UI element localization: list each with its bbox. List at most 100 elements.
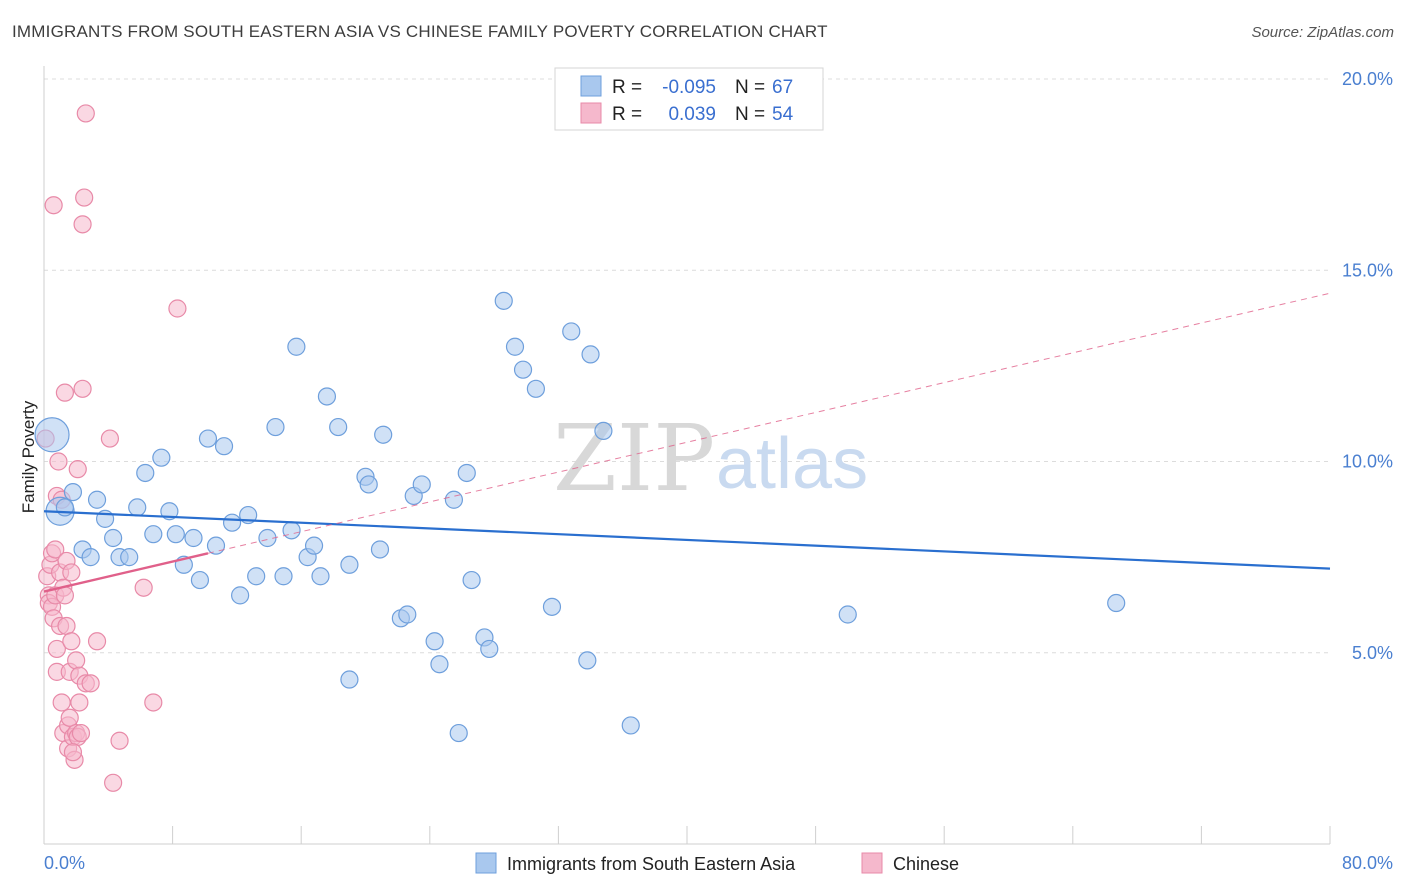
sea-point-46 xyxy=(412,475,431,494)
sea-point-35 xyxy=(317,387,337,406)
chinese-point-41 xyxy=(73,379,92,398)
sea-point-58 xyxy=(526,379,545,398)
bottom-legend-label-sea: Immigrants from South Eastern Asia xyxy=(507,854,796,874)
sea-point-31 xyxy=(287,337,306,356)
chinese-point-50 xyxy=(134,578,153,597)
x-tick-label-1: 80.0% xyxy=(1342,853,1393,873)
legend-r-value-chinese: 0.039 xyxy=(668,104,716,125)
legend-r-label-sea: R = xyxy=(612,77,642,98)
sea-point-55 xyxy=(494,291,513,310)
chinese-point-43 xyxy=(76,104,95,123)
sea-point-23 xyxy=(222,513,242,532)
sea-point-61 xyxy=(578,651,597,670)
series-legend: Immigrants from South Eastern Asia Chine… xyxy=(475,852,959,874)
watermark-atlas: atlas xyxy=(716,424,868,504)
sea-point-15 xyxy=(160,502,179,521)
sea-point-10 xyxy=(120,548,139,567)
chinese-point-48 xyxy=(104,773,123,792)
sea-point-26 xyxy=(247,567,266,586)
sea-point-36 xyxy=(329,417,348,437)
chinese-point-14 xyxy=(49,452,68,471)
chinese-point-42 xyxy=(75,188,94,207)
sea-point-22 xyxy=(214,437,234,456)
sea-point-50 xyxy=(449,723,468,743)
series-sea-points xyxy=(34,291,1126,743)
legend-swatch-chinese xyxy=(580,102,602,124)
trend-extension-chinese xyxy=(207,292,1331,554)
sea-point-48 xyxy=(430,655,449,674)
sea-point-20 xyxy=(198,429,218,448)
sea-point-42 xyxy=(374,425,393,444)
legend-n-value-sea: 67 xyxy=(772,77,793,98)
chinese-point-46 xyxy=(87,632,107,651)
sea-point-52 xyxy=(462,570,481,590)
bottom-legend-label-chinese: Chinese xyxy=(893,854,959,874)
legend-swatch-sea xyxy=(580,75,602,97)
chinese-point-33 xyxy=(67,651,86,670)
legend-r-value-sea: -0.095 xyxy=(662,77,716,98)
sea-point-33 xyxy=(304,536,324,555)
sea-point-28 xyxy=(266,417,285,437)
trend-lines xyxy=(43,292,1331,593)
sea-point-30 xyxy=(282,521,301,540)
sea-point-47 xyxy=(425,632,444,651)
chinese-point-21 xyxy=(55,383,74,402)
sea-point-66 xyxy=(1107,593,1126,613)
y-tick-label-1: 10.0% xyxy=(1342,452,1393,472)
chinese-point-45 xyxy=(81,674,100,693)
chinese-point-51 xyxy=(144,693,163,712)
legend-n-value-chinese: 54 xyxy=(772,104,794,125)
chinese-point-38 xyxy=(70,693,89,712)
stats-legend: R = -0.095 N = 67 R = 0.039 N = 54 xyxy=(554,67,824,131)
bottom-legend-swatch-chinese xyxy=(861,852,883,874)
chinese-point-18 xyxy=(52,693,71,712)
x-tick-labels: 0.0% 80.0% xyxy=(44,853,1393,873)
legend-r-label-chinese: R = xyxy=(612,104,642,125)
sea-point-65 xyxy=(838,605,857,624)
chinese-point-49 xyxy=(110,731,129,750)
sea-point-59 xyxy=(542,597,562,616)
sea-point-40 xyxy=(359,475,378,494)
sea-point-21 xyxy=(206,536,226,555)
chart-title: IMMIGRANTS FROM SOUTH EASTERN ASIA VS CH… xyxy=(12,22,828,41)
chinese-point-30 xyxy=(62,632,81,651)
axes xyxy=(43,66,1331,845)
chinese-point-22 xyxy=(55,586,74,605)
chinese-point-47 xyxy=(100,429,120,448)
chinese-point-9 xyxy=(46,540,65,559)
sea-point-11 xyxy=(128,498,147,517)
y-tick-label-0: 5.0% xyxy=(1352,643,1393,663)
watermark-zip: ZIP xyxy=(553,405,715,512)
bottom-legend-swatch-sea xyxy=(475,852,497,874)
sea-point-34 xyxy=(311,567,330,586)
sea-point-56 xyxy=(505,337,525,356)
sea-point-51 xyxy=(457,463,476,483)
sea-point-63 xyxy=(594,421,613,440)
sea-point-60 xyxy=(562,322,581,341)
sea-point-13 xyxy=(144,525,163,544)
chinese-point-39 xyxy=(71,723,91,743)
chinese-point-24 xyxy=(57,616,76,636)
y-tick-labels: 5.0% 10.0% 15.0% 20.0% xyxy=(1342,69,1393,663)
chinese-point-28 xyxy=(60,708,79,727)
legend-n-label-chinese: N = xyxy=(735,104,765,125)
trend-line-sea xyxy=(43,510,1331,570)
source-credit: Source: ZipAtlas.com xyxy=(1251,24,1394,41)
sea-point-12 xyxy=(136,463,155,483)
sea-point-8 xyxy=(104,528,123,548)
chinese-point-52 xyxy=(168,299,187,318)
trend-line-chinese xyxy=(43,552,209,593)
sea-point-18 xyxy=(184,528,203,548)
y-tick-label-3: 20.0% xyxy=(1342,69,1393,89)
sea-point-49 xyxy=(444,490,464,509)
chinese-point-53 xyxy=(63,743,83,762)
chinese-point-7 xyxy=(44,196,63,215)
sea-point-19 xyxy=(190,570,210,590)
sea-point-41 xyxy=(370,540,390,559)
sea-point-44 xyxy=(398,605,417,624)
sea-point-29 xyxy=(274,567,293,586)
chinese-point-12 xyxy=(47,639,66,659)
sea-point-24 xyxy=(231,586,250,605)
series-chinese-points xyxy=(36,104,187,792)
